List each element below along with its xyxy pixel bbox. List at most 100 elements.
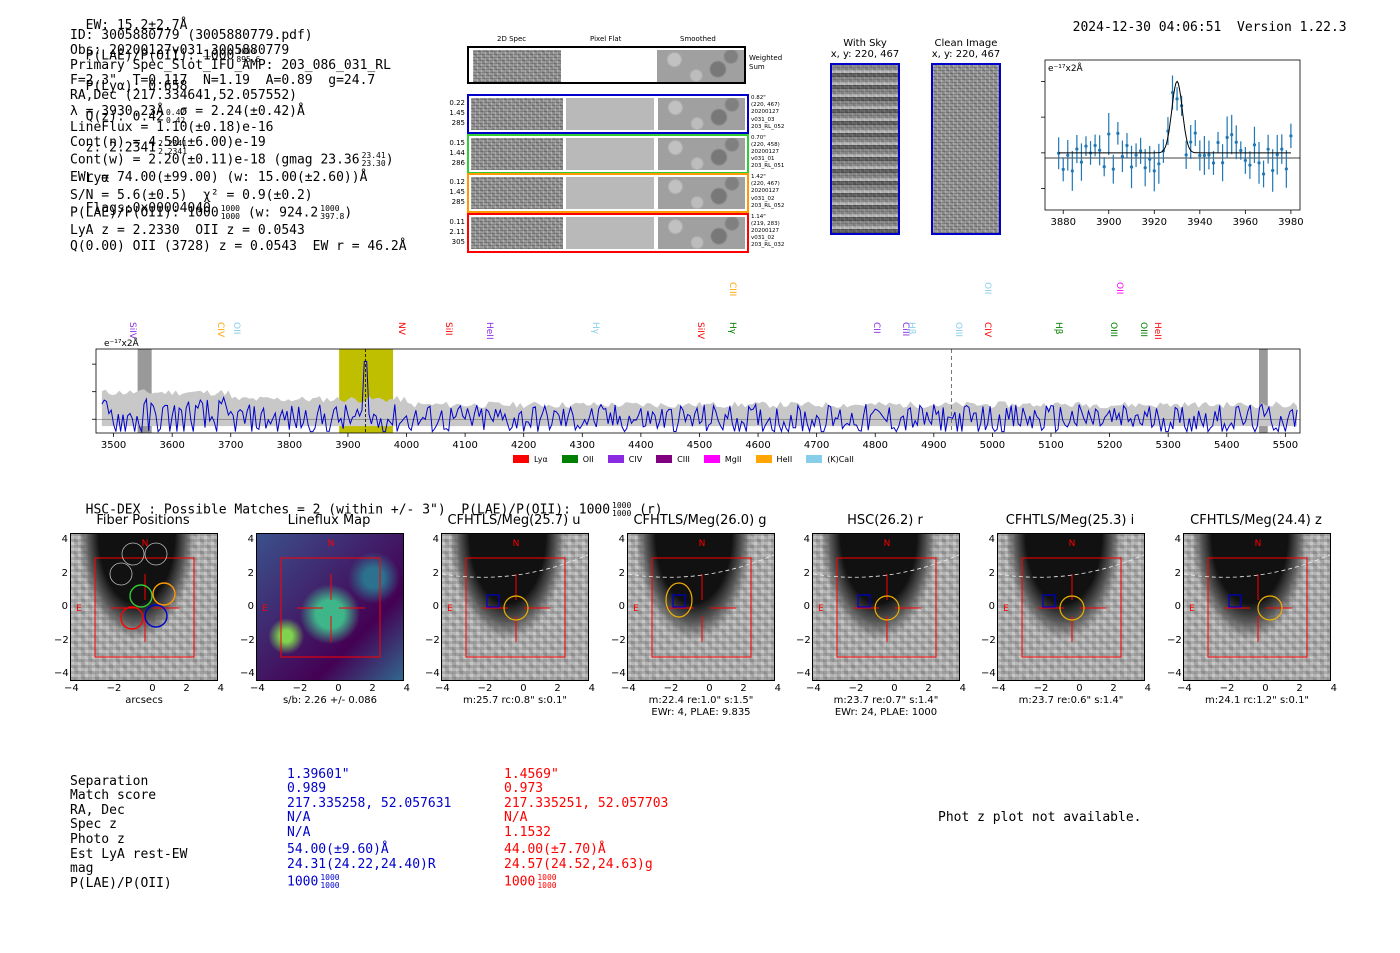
cutout-caption: m:23.7 re:0.6" s:1.4" [1018, 695, 1124, 706]
match-table-red-value: 1000 1000 1000 [504, 873, 557, 890]
match-box [1228, 594, 1242, 608]
emission-line-label: NV [396, 322, 407, 335]
info-ewr: EWr = 74.00(±99.00) (w: 15.00(±2.60))Å [70, 170, 368, 185]
header-ew: EW: 15.2±2.7Å [85, 18, 188, 33]
zoom-datapoint [1243, 158, 1247, 163]
zoom-datapoint [1125, 143, 1129, 148]
match-table-blue-value: 1000 1000 1000 [287, 873, 340, 890]
cutout-title: CFHTLS/Meg(25.7) u [447, 513, 581, 528]
cutout-title: CFHTLS/Meg(24.4) z [1190, 513, 1322, 528]
match-table-red-value: 1.4569" [504, 767, 559, 782]
header-plae-frac: 1000 895.6 [236, 47, 261, 64]
clean-image [931, 63, 1001, 235]
cutout-yticks: 4 2 0 −2 −4 [1167, 534, 1182, 679]
cutout-yticks: 4 2 0 −2 −4 [425, 534, 440, 679]
spec2d-header-smooth: Smoothed [680, 35, 716, 43]
zoom-datapoint [1134, 153, 1138, 157]
header-flags: Flags:0x00004040 [85, 201, 211, 216]
zoom-datapoint [1066, 153, 1070, 157]
zoom-plot-ylabel: e⁻¹⁷x2Å [1048, 62, 1084, 74]
fiber-circle [129, 584, 153, 608]
cutout-overlay: NE [262, 539, 381, 658]
zoom-datapoint [1157, 162, 1161, 166]
error-envelope [101, 389, 1298, 427]
cutout-caption: m:25.7 rc:0.8" s:0.1" [462, 695, 568, 706]
header-qz: Q(z): 0.42 [85, 109, 164, 125]
full-spec-xtick-label: 4800 [863, 440, 888, 451]
cutout-caption-2: EWr: 24, PLAE: 1000 [834, 707, 938, 718]
full-spec-xtick-label: 4100 [452, 440, 477, 451]
emission-line-label: Hγ [589, 322, 600, 335]
cutout-yticks: 4 2 0 −2 −4 [796, 534, 811, 679]
with-sky-title: With Sky x, y: 220, 467 [830, 38, 900, 60]
legend-swatch [656, 455, 673, 463]
east-marker: E [1003, 604, 1009, 614]
full-spec-xtick-label: 4700 [804, 440, 829, 451]
fiber-circle [144, 542, 168, 566]
aperture-ellipse [1059, 595, 1085, 621]
cutout-overlay: NE [442, 539, 588, 658]
zoom-xtick-label: 3980 [1278, 217, 1303, 228]
zoom-datapoint [1193, 131, 1197, 135]
full-spec-ylabel: e⁻¹⁷x2Å [104, 337, 140, 349]
cutout-xticks: −4 −2 0 2 4 [1177, 683, 1337, 694]
emission-line-label: SiII [443, 322, 454, 336]
zoom-datapoint [1289, 134, 1293, 138]
full-spec-xtick-label: 3700 [218, 440, 243, 451]
full-spec-xtick-label: 5300 [1155, 440, 1180, 451]
match-table-label: Photo z [70, 832, 125, 847]
full-spec-xtick-label: 3500 [101, 440, 126, 451]
header-z: z: 2.2341 [85, 140, 157, 156]
spectrum-trace [101, 360, 1298, 434]
cutout-title: CFHTLS/Meg(25.3) i [1005, 513, 1135, 528]
spec2d-row [467, 133, 749, 174]
north-marker: N [1255, 539, 1262, 549]
legend-swatch [755, 455, 772, 463]
spec2d-cutout [471, 216, 563, 249]
cutout-yticks: 4 2 0 −2 −4 [240, 534, 255, 679]
zoom-datapoint [1184, 153, 1188, 157]
spec2d-header-flat: Pixel Flat [590, 35, 622, 43]
cutout-caption: m:24.1 rc:1.2" s:0.1" [1204, 695, 1310, 706]
zoom-datapoint [1202, 153, 1206, 158]
cutout-title: Lineflux Map [287, 513, 371, 528]
full-spec-xtick-label: 4000 [394, 440, 419, 451]
cutout-overlay: NE [998, 539, 1144, 658]
spec2d-row [467, 173, 749, 213]
zoom-datapoint [1116, 131, 1120, 135]
emission-line-label: Hβ [1052, 322, 1063, 335]
zoom-datapoint [1070, 169, 1074, 173]
emission-line-label: OII [231, 322, 242, 335]
cutout-title: HSC(26.2) r [847, 513, 923, 528]
match-box [672, 594, 686, 608]
zoom-datapoint [1275, 153, 1279, 157]
info-lambda: λ = 3930.23Å σ = 2.24(±0.42)Å [70, 104, 305, 119]
fiber-circle [144, 604, 168, 628]
full-spec-xtick-label: 4500 [687, 440, 712, 451]
cutout-overlay: NE [628, 539, 774, 658]
zoom-datapoint [1252, 143, 1257, 147]
spec2d-header-2d: 2D Spec [497, 35, 527, 43]
match-table-label: RA, Dec [70, 803, 125, 818]
legend-item: OII [561, 455, 594, 464]
aperture-box [465, 557, 566, 658]
cutout-caption: m:22.4 re:1.0" s:1.5" [648, 695, 754, 706]
emission-line-label: CII [870, 322, 881, 334]
full-spec-xtick-label: 4200 [511, 440, 536, 451]
match-table-blue-value: 54.00(±9.60)Å [287, 842, 389, 857]
match-table-label: Match score [70, 788, 157, 803]
spec2d-cutout [471, 137, 563, 170]
full-spec-xtick-label: 5500 [1273, 440, 1298, 451]
match-table-red-value: 1.1532 [504, 825, 551, 840]
fiber-circle [120, 606, 144, 630]
header-version: Version 1.22.3 [1237, 20, 1347, 35]
aperture-ellipse [503, 595, 529, 621]
zoom-datapoint [1216, 140, 1220, 145]
full-spec-xtick-label: 3900 [335, 440, 360, 451]
full-spec-xtick-label: 4400 [628, 440, 653, 451]
full-spec-xtick-label: 4900 [921, 440, 946, 451]
zoom-xtick-label: 3900 [1096, 217, 1121, 228]
with-sky-image [830, 63, 900, 235]
